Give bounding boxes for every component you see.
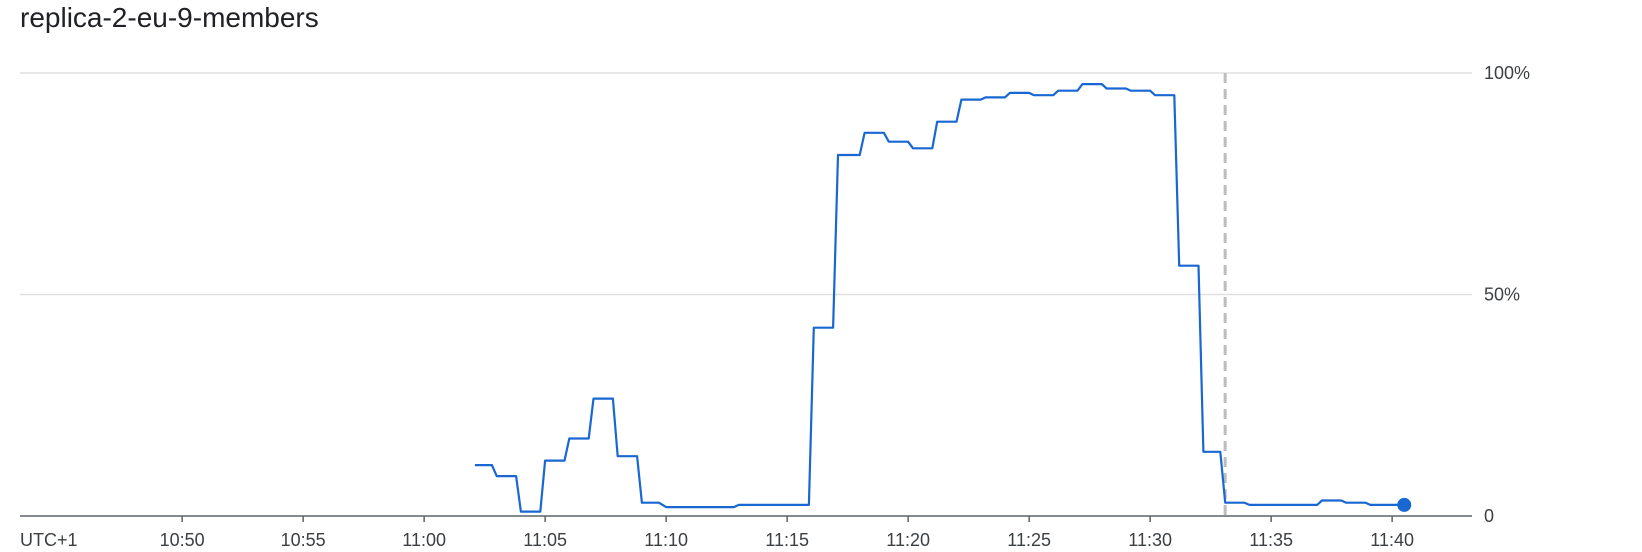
axis-layer	[20, 515, 1472, 522]
chart-title: replica-2-eu-9-members	[20, 2, 319, 33]
timezone-label: UTC+1	[20, 530, 78, 550]
x-tick-label: 11:35	[1249, 530, 1293, 550]
x-tick-label: 11:15	[765, 530, 809, 550]
label-layer: 0 50% 100% 10:50 10:55 11:00 11:05 11:10 11:15 11…	[20, 63, 1530, 550]
x-tick-label: 11:00	[402, 530, 446, 550]
x-tick-label: 10:50	[160, 530, 205, 550]
series-layer	[475, 82, 1412, 513]
x-tick-label: 11:30	[1128, 530, 1172, 550]
x-tick-label: 11:10	[644, 530, 688, 550]
y-tick-label: 0	[1484, 506, 1494, 526]
y-tick-label: 100%	[1484, 63, 1530, 83]
series-last-point	[1397, 497, 1412, 512]
x-tick-label: 10:55	[281, 530, 326, 550]
x-tick-label: 11:20	[886, 530, 930, 550]
y-tick-label: 50%	[1484, 285, 1520, 305]
grid-layer	[20, 72, 1472, 296]
x-tick-label: 11:05	[523, 530, 567, 550]
x-tick-label: 11:25	[1007, 530, 1051, 550]
x-tick-label: 11:40	[1370, 530, 1414, 550]
series-line	[475, 82, 1405, 513]
